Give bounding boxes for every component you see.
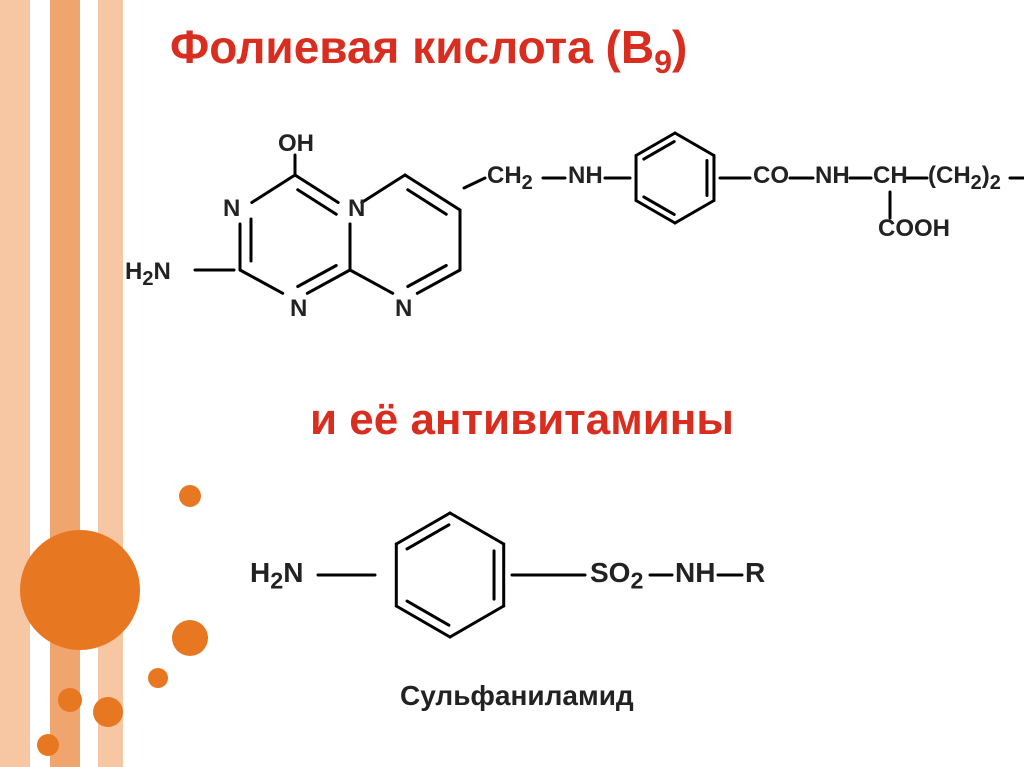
atom-label: NH bbox=[675, 557, 715, 589]
dot-icon bbox=[58, 688, 82, 712]
sulfanilamide-caption: Сульфаниламид bbox=[400, 680, 634, 712]
atom-label: N bbox=[290, 295, 307, 323]
dot-icon bbox=[172, 620, 208, 656]
sulfanilamide-svg bbox=[240, 490, 860, 660]
atom-label: CO bbox=[753, 162, 789, 190]
atom-label: CH bbox=[873, 162, 908, 190]
title-subscript: 9 bbox=[654, 44, 672, 80]
atom-label: OH bbox=[278, 130, 314, 158]
atom-label: H2N bbox=[250, 557, 303, 595]
atom-label: H2N bbox=[125, 258, 171, 291]
atom-label: R bbox=[745, 557, 765, 589]
dot-icon bbox=[148, 668, 168, 688]
dot-icon bbox=[37, 734, 59, 756]
dot-icon bbox=[20, 530, 140, 650]
stripe bbox=[0, 0, 30, 767]
atom-label: N bbox=[395, 295, 412, 323]
atom-label: SO2 bbox=[590, 557, 643, 595]
stripe bbox=[30, 0, 50, 767]
atom-label: N bbox=[348, 195, 365, 223]
atom-label: N bbox=[223, 195, 240, 223]
stripe bbox=[50, 0, 80, 767]
sulfanilamide-structure: H2N SO2 NH R bbox=[240, 490, 860, 660]
title-prefix: Фолиевая кислота (В bbox=[170, 21, 654, 73]
subtitle: и её антивитамины bbox=[310, 395, 734, 445]
atom-label: COOH bbox=[878, 215, 950, 243]
atom-label: NH bbox=[815, 162, 850, 190]
dot-icon bbox=[93, 697, 123, 727]
atom-label: NH bbox=[568, 162, 603, 190]
slide-title: Фолиевая кислота (В9) bbox=[170, 20, 687, 81]
atom-label: (CH2)2 bbox=[928, 162, 1001, 195]
dot-icon bbox=[179, 485, 201, 507]
atom-label: CH2 bbox=[487, 162, 533, 195]
title-suffix: ) bbox=[672, 21, 687, 73]
folic-acid-structure: OHNNNNH2NCH2NHCONHCH(CH2)2COOHCOOH bbox=[95, 100, 1024, 360]
